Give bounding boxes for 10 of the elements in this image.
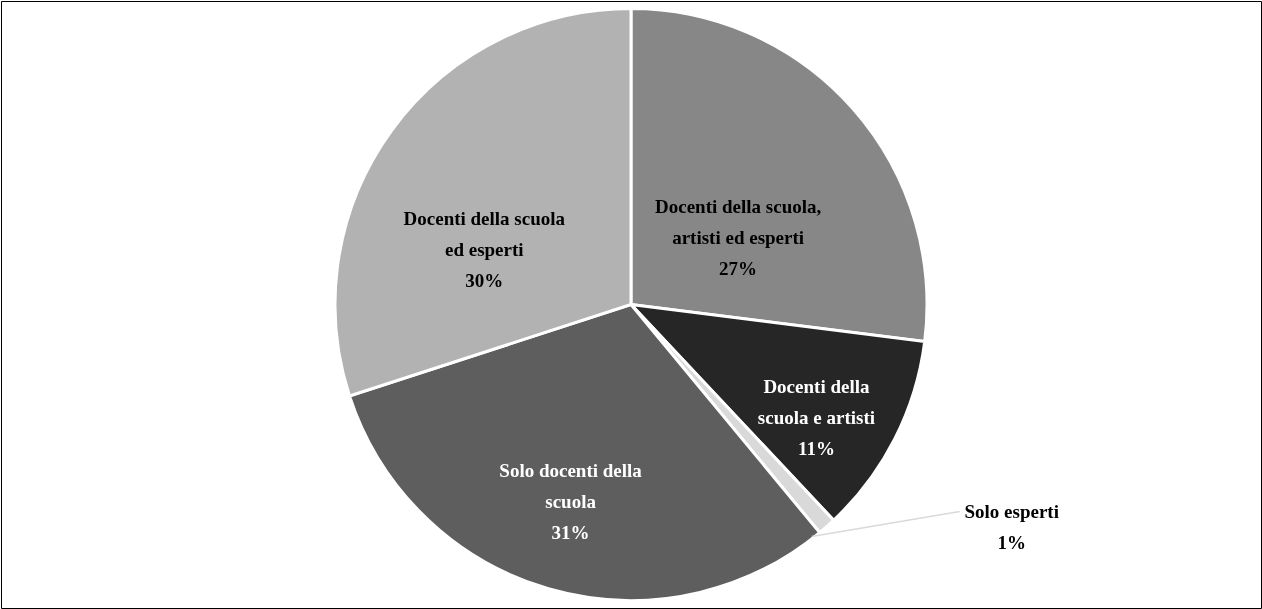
data-label: 30%	[465, 269, 504, 291]
data-label: 27%	[719, 257, 758, 279]
data-label: 31%	[551, 521, 590, 543]
slice-label: Solo docenti della scuola	[499, 459, 643, 512]
slice-label: Docenti della scuola, artisti ed esperti	[654, 195, 822, 248]
data-label: 11%	[797, 437, 835, 459]
slice-label: Docenti della scuola e artisti	[757, 375, 876, 428]
slice-label: Solo esperti	[964, 500, 1059, 522]
data-label: 1%	[997, 531, 1026, 553]
slice-label: Docenti della scuola ed esperti	[403, 207, 566, 260]
